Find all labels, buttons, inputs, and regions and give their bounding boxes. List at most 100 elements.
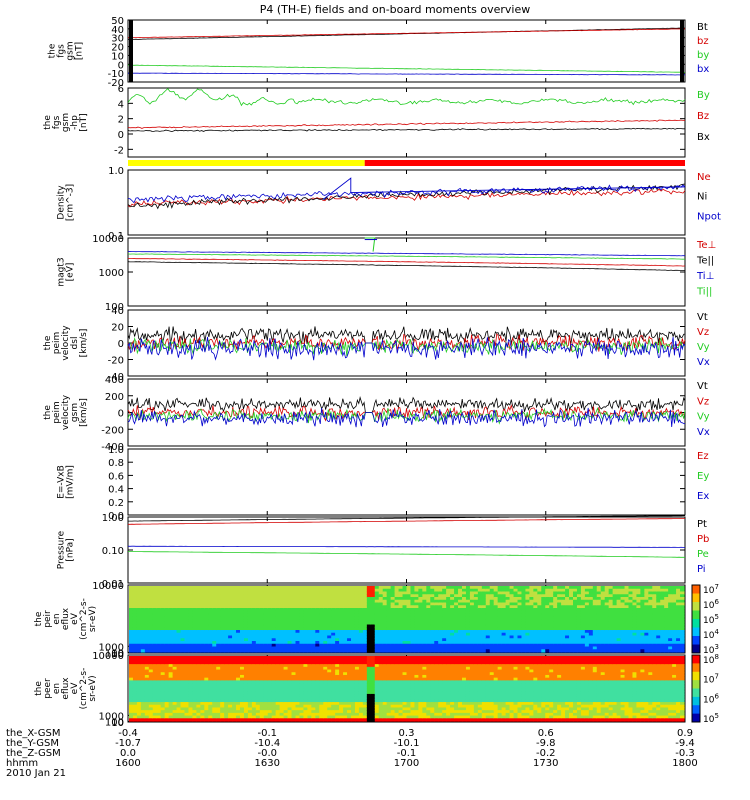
spectrogram-cell — [394, 646, 400, 650]
spectrogram-cell — [477, 649, 483, 653]
spectrogram-cell — [243, 685, 249, 690]
spectrogram-cell — [192, 599, 197, 604]
spectrogram-cell — [529, 621, 534, 626]
spectrogram-cell — [303, 707, 308, 711]
spectrogram-cell — [624, 630, 630, 634]
spectrogram-cell — [196, 602, 201, 606]
spectrogram-cell — [315, 594, 320, 598]
spectrogram-cell — [148, 616, 154, 620]
spectrogram-cell — [200, 707, 205, 711]
spectrogram-cell — [291, 699, 297, 703]
spectrogram-cell — [454, 635, 459, 639]
spectrogram-cell — [243, 588, 249, 593]
spectrogram-cell — [311, 674, 316, 679]
spectrogram-cell — [327, 712, 332, 717]
spectrogram-cell — [148, 610, 154, 615]
spectrogram-cell — [664, 619, 669, 623]
spectrogram-cell — [315, 685, 320, 690]
spectrogram-cell — [307, 685, 312, 690]
spectrogram-cell — [259, 674, 265, 679]
spectrogram-cell — [148, 586, 154, 590]
spectrogram-cell — [529, 624, 534, 628]
spectrogram-cell — [144, 712, 150, 717]
spectrogram-cell — [450, 616, 455, 620]
spectrogram-cell — [192, 608, 197, 612]
spectrogram-cell — [200, 641, 205, 645]
spectrogram-cell — [148, 619, 154, 623]
spectrogram-cell — [196, 666, 201, 671]
spectrogram-cell — [148, 712, 154, 717]
spectrogram-cell — [275, 677, 281, 681]
spectrogram-cell — [315, 669, 320, 673]
spectrogram-cell — [541, 591, 546, 595]
spectrogram-cell — [450, 627, 455, 631]
spectrogram-cell — [132, 646, 138, 650]
spectrogram-cell — [164, 718, 170, 722]
spectrogram-cell — [315, 588, 320, 593]
spectrogram-cell — [271, 616, 277, 620]
spectrogram-cell — [446, 597, 451, 601]
spectrogram-cell — [362, 638, 368, 642]
spectrogram-cell — [160, 680, 166, 684]
spectrogram-cell — [434, 646, 439, 650]
spectrogram-cell — [493, 586, 499, 590]
spectrogram-cell — [164, 696, 170, 700]
spectrogram-cell — [168, 605, 174, 609]
spectrogram-cell — [584, 627, 590, 631]
spectrogram-cell — [382, 649, 388, 653]
spectrogram-cell — [343, 646, 348, 650]
spectrogram-cell — [315, 608, 320, 612]
spectrogram-cell — [236, 605, 241, 609]
spectrogram-cell — [664, 643, 669, 648]
spectrogram-cell — [616, 627, 622, 631]
spectrogram-cell — [232, 704, 237, 709]
spectrogram-cell — [291, 608, 297, 612]
spectrogram-cell — [596, 594, 602, 598]
spectrogram-cell — [442, 643, 447, 648]
spectrogram-cell — [172, 696, 178, 700]
spectrogram-cell — [672, 630, 677, 634]
spectrogram-cell — [136, 621, 142, 626]
spectrogram-cell — [188, 643, 194, 648]
spectrogram-cell — [323, 677, 328, 681]
spectrogram-cell — [414, 624, 419, 628]
spectrogram-cell — [680, 602, 685, 606]
spectrogram-cell — [283, 605, 289, 609]
spectrogram-cell — [255, 666, 261, 671]
spectrogram-cell — [604, 588, 610, 593]
spectrogram-cell — [287, 624, 293, 628]
spectrogram-cell — [331, 624, 336, 628]
spectrogram-cell — [232, 646, 237, 650]
spectrogram-cell — [592, 624, 598, 628]
spectrogram-cell — [553, 613, 558, 617]
spectrogram-cell — [180, 613, 186, 617]
spectrogram-cell — [660, 613, 665, 617]
spectrogram-cell — [212, 669, 217, 673]
spectrogram-cell — [263, 674, 269, 679]
spectrogram-cell — [438, 632, 443, 637]
spectrogram-cell — [307, 677, 312, 681]
spectrogram-cell — [204, 669, 209, 673]
spectrogram-cell — [517, 632, 523, 637]
spectrogram-cell — [200, 674, 205, 679]
spectrogram-cell — [176, 693, 182, 698]
spectrogram-cell — [386, 624, 392, 628]
spectrogram-cell — [422, 597, 427, 601]
spectrogram-cell — [283, 591, 289, 595]
spectrogram-cell — [541, 630, 546, 634]
spectrogram-cell — [251, 666, 257, 671]
spectrogram-cell — [525, 635, 530, 639]
spectrogram-cell — [676, 619, 681, 623]
spectrogram-cell — [354, 635, 360, 639]
spectrogram-cell — [509, 591, 515, 595]
spectrogram-cell — [450, 597, 455, 601]
spectrogram-cell — [204, 674, 209, 679]
spectrogram-cell — [327, 674, 332, 679]
spectrogram-cell — [263, 605, 269, 609]
spectrogram-cell — [307, 602, 312, 606]
spectrogram-cell — [144, 699, 150, 703]
spectrogram-cell — [129, 661, 134, 665]
spectrogram-cell — [517, 605, 523, 609]
spectrogram-cell — [465, 613, 471, 617]
